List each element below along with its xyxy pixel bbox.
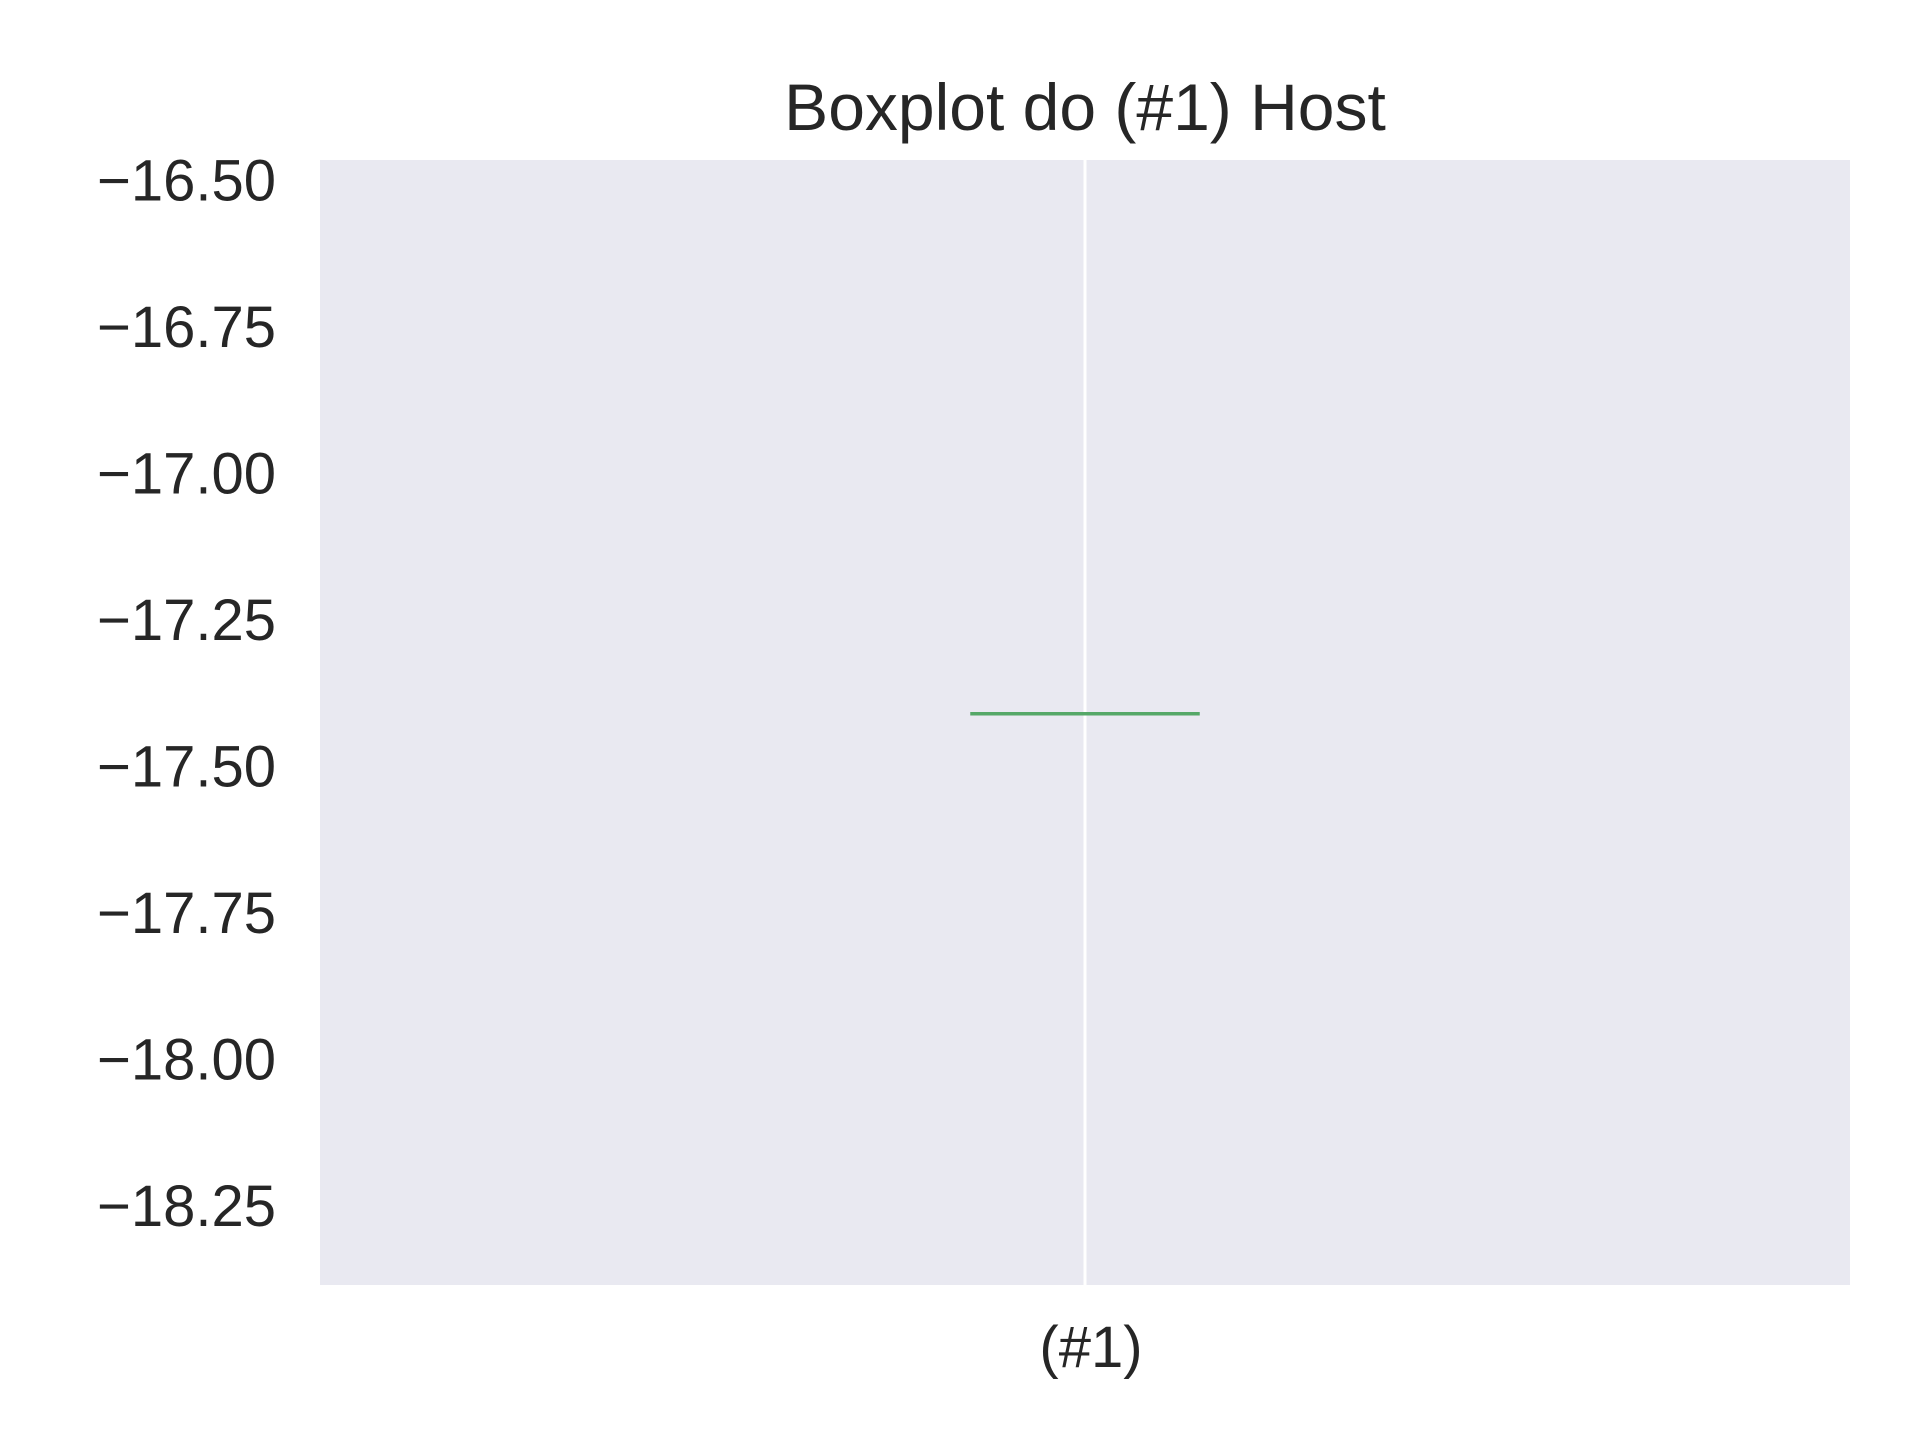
chart-title: Boxplot do (#1) Host (784, 70, 1386, 144)
x-axis-ticks: (#1) (1039, 1315, 1142, 1380)
y-tick-label: −16.50 (97, 149, 276, 214)
x-tick-label: (#1) (1039, 1315, 1142, 1380)
y-tick-label: −16.75 (97, 295, 276, 360)
y-tick-label: −18.00 (97, 1027, 276, 1092)
y-tick-label: −18.25 (97, 1174, 276, 1239)
y-tick-label: −17.50 (97, 734, 276, 799)
y-tick-label: −17.25 (97, 588, 276, 653)
y-tick-label: −17.75 (97, 881, 276, 946)
y-axis-ticks: −16.50 −16.75 −17.00 −17.25 −17.50 −17.75 −18.… (97, 149, 276, 1239)
y-tick-label: −17.00 (97, 441, 276, 506)
